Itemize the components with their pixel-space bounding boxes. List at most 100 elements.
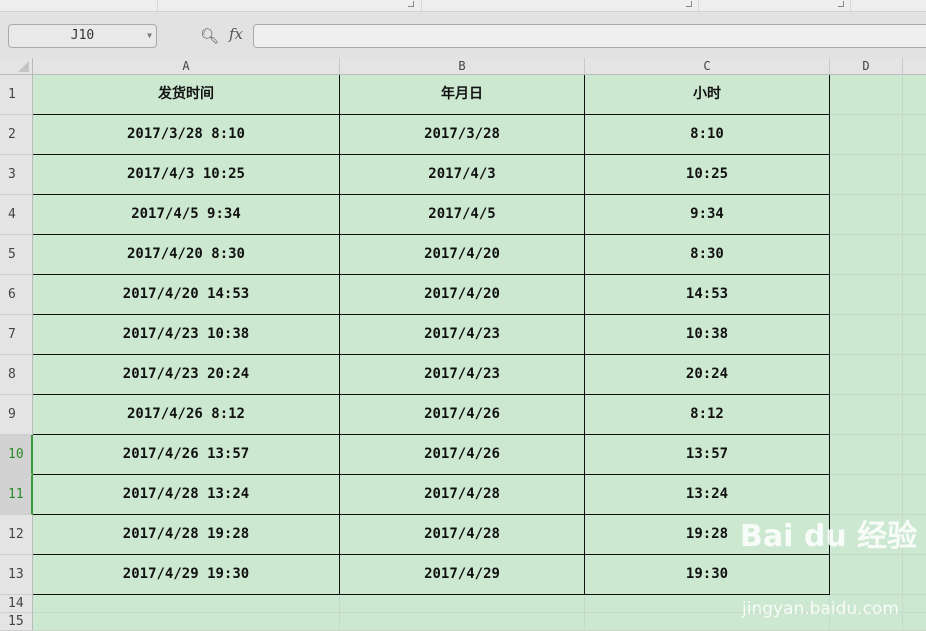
cell[interactable] [830, 395, 903, 435]
cell[interactable]: 2017/4/3 10:25 [33, 155, 340, 195]
cell[interactable] [903, 115, 926, 155]
cell[interactable]: 8:10 [585, 115, 830, 155]
zoom-search-icon[interactable]: 🔍︎ [200, 27, 220, 45]
row-header[interactable]: 1 [0, 75, 33, 115]
cell[interactable]: 2017/4/23 10:38 [33, 315, 340, 355]
column-header[interactable]: D [830, 58, 903, 75]
cell[interactable]: 10:25 [585, 155, 830, 195]
cell[interactable] [830, 515, 903, 555]
name-box[interactable]: J10 ▼ [8, 24, 157, 48]
cell[interactable]: 20:24 [585, 355, 830, 395]
header-cell[interactable]: 年月日 [340, 75, 585, 115]
cell[interactable] [903, 395, 926, 435]
cell[interactable] [903, 75, 926, 115]
cell[interactable] [33, 613, 340, 631]
cell[interactable] [340, 595, 585, 613]
dialog-launcher-icon[interactable] [686, 1, 692, 7]
cell[interactable]: 9:34 [585, 195, 830, 235]
cell[interactable]: 2017/4/28 13:24 [33, 475, 340, 515]
cell[interactable]: 2017/3/28 8:10 [33, 115, 340, 155]
column-header[interactable]: C [585, 58, 830, 75]
row-header[interactable]: 7 [0, 315, 33, 355]
cell[interactable] [830, 275, 903, 315]
dialog-launcher-icon[interactable] [408, 1, 414, 7]
cell[interactable]: 2017/4/20 14:53 [33, 275, 340, 315]
cell[interactable] [830, 75, 903, 115]
formula-input[interactable] [253, 24, 926, 48]
cell[interactable]: 2017/4/29 19:30 [33, 555, 340, 595]
cell[interactable] [830, 235, 903, 275]
row-header[interactable]: 12 [0, 515, 33, 555]
cell[interactable]: 19:30 [585, 555, 830, 595]
cell[interactable]: 2017/4/28 19:28 [33, 515, 340, 555]
cell[interactable] [830, 355, 903, 395]
row-header[interactable]: 11 [0, 475, 33, 515]
chevron-down-icon[interactable]: ▼ [147, 31, 152, 40]
cell[interactable]: 2017/4/28 [340, 475, 585, 515]
cell[interactable] [903, 475, 926, 515]
row-header[interactable]: 4 [0, 195, 33, 235]
cell[interactable]: 2017/4/23 [340, 315, 585, 355]
cell[interactable] [830, 315, 903, 355]
cell[interactable]: 2017/4/26 13:57 [33, 435, 340, 475]
cell[interactable]: 13:24 [585, 475, 830, 515]
column-header[interactable]: A [33, 58, 340, 75]
cell[interactable] [340, 613, 585, 631]
row-header[interactable]: 14 [0, 595, 33, 613]
row-header[interactable]: 3 [0, 155, 33, 195]
select-all-button[interactable] [0, 58, 33, 75]
cell[interactable]: 19:28 [585, 515, 830, 555]
cell[interactable] [903, 235, 926, 275]
cell[interactable]: 2017/4/23 20:24 [33, 355, 340, 395]
cell[interactable]: 2017/4/20 8:30 [33, 235, 340, 275]
cell[interactable] [830, 155, 903, 195]
cell[interactable]: 13:57 [585, 435, 830, 475]
cell[interactable]: 2017/4/26 [340, 395, 585, 435]
column-header[interactable]: B [340, 58, 585, 75]
cell[interactable] [903, 555, 926, 595]
cell[interactable]: 8:30 [585, 235, 830, 275]
row-header[interactable]: 8 [0, 355, 33, 395]
cell[interactable]: 2017/3/28 [340, 115, 585, 155]
cell[interactable] [830, 435, 903, 475]
cell[interactable] [830, 555, 903, 595]
cell[interactable] [830, 475, 903, 515]
cell[interactable]: 14:53 [585, 275, 830, 315]
cell[interactable] [903, 315, 926, 355]
cell[interactable] [903, 595, 926, 613]
row-header[interactable]: 9 [0, 395, 33, 435]
cell[interactable] [830, 115, 903, 155]
cell[interactable] [903, 613, 926, 631]
cell[interactable] [903, 515, 926, 555]
cell[interactable]: 2017/4/29 [340, 555, 585, 595]
header-cell[interactable]: 发货时间 [33, 75, 340, 115]
row-header[interactable]: 13 [0, 555, 33, 595]
cell[interactable]: 2017/4/20 [340, 235, 585, 275]
dialog-launcher-icon[interactable] [838, 1, 844, 7]
cell[interactable] [585, 595, 830, 613]
cell[interactable] [903, 275, 926, 315]
cell[interactable]: 2017/4/5 9:34 [33, 195, 340, 235]
fx-icon[interactable]: fx [229, 25, 244, 43]
cell[interactable]: 2017/4/5 [340, 195, 585, 235]
header-cell[interactable]: 小时 [585, 75, 830, 115]
cell[interactable]: 10:38 [585, 315, 830, 355]
row-header[interactable]: 15 [0, 613, 33, 631]
cell[interactable] [903, 355, 926, 395]
row-header[interactable]: 10 [0, 435, 33, 475]
cell[interactable] [830, 195, 903, 235]
row-header[interactable]: 5 [0, 235, 33, 275]
cell[interactable]: 2017/4/3 [340, 155, 585, 195]
column-header[interactable] [903, 58, 926, 75]
cell[interactable]: 2017/4/23 [340, 355, 585, 395]
cell[interactable]: 2017/4/26 [340, 435, 585, 475]
cell[interactable]: 2017/4/28 [340, 515, 585, 555]
cell[interactable]: 8:12 [585, 395, 830, 435]
cell[interactable]: 2017/4/26 8:12 [33, 395, 340, 435]
row-header[interactable]: 2 [0, 115, 33, 155]
cell[interactable] [830, 595, 903, 613]
row-header[interactable]: 6 [0, 275, 33, 315]
cell[interactable]: 2017/4/20 [340, 275, 585, 315]
cell[interactable] [903, 195, 926, 235]
cell[interactable] [33, 595, 340, 613]
